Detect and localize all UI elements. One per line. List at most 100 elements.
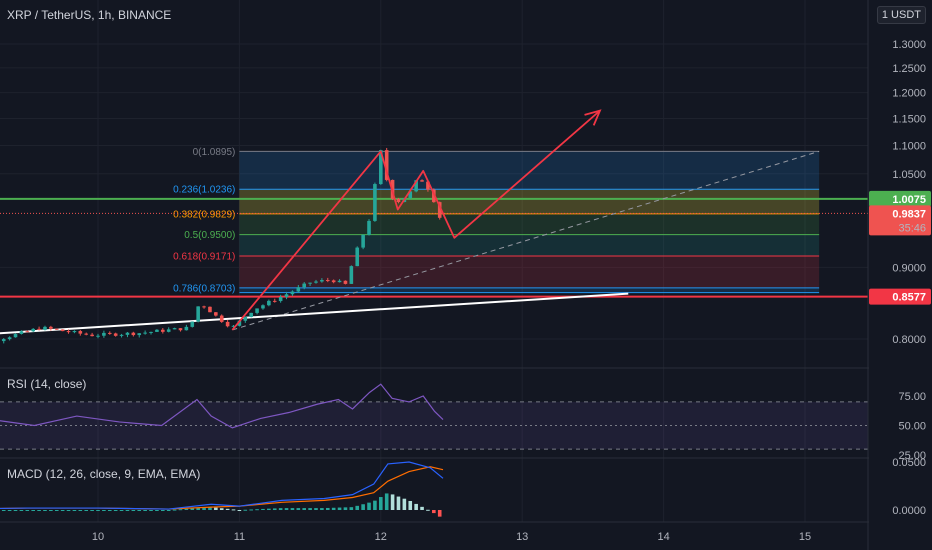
macd-histogram-bar: [249, 509, 253, 511]
macd-histogram-bar: [426, 509, 430, 511]
arrow-path-drawing[interactable]: [231, 109, 601, 331]
candle-body: [432, 189, 436, 203]
macd-histogram-bar: [379, 497, 383, 510]
candle-body: [214, 312, 218, 316]
macd-histogram-bar: [161, 510, 165, 511]
candle-body: [320, 280, 324, 282]
candle-body: [302, 283, 307, 288]
candle-body: [296, 287, 301, 292]
macd-histogram-bar: [325, 507, 330, 510]
currency-badge[interactable]: 1 USDT: [876, 6, 926, 24]
macd-histogram-bar: [320, 508, 324, 510]
macd-histogram-bar: [396, 496, 401, 510]
candle-body: [426, 181, 430, 190]
price-tick-label: 0.9000: [892, 262, 926, 274]
candle-body: [361, 234, 365, 248]
macd-histogram-bar: [420, 506, 424, 510]
level-price-tag-text: 1.0075: [892, 194, 926, 206]
macd-histogram-bar: [54, 510, 59, 511]
candle-body: [49, 326, 53, 329]
current-price-tag-text: 0.9837: [892, 208, 926, 220]
macd-histogram-bar: [272, 508, 277, 510]
symbol-title[interactable]: XRP / TetherUS, 1h, BINANCE: [7, 8, 172, 22]
time-tick-label: 15: [799, 531, 811, 543]
macd-histogram-bar: [355, 505, 360, 510]
macd-histogram-bar: [255, 509, 259, 511]
fib-level-label: 0(1.0895): [193, 147, 236, 158]
candle-body: [379, 150, 383, 185]
fib-level-label: 0.236(1.0236): [173, 185, 235, 196]
candle-body: [84, 333, 89, 335]
rsi-pane: [0, 383, 868, 450]
candle-body: [184, 326, 189, 331]
candle-body: [261, 305, 265, 309]
macd-histogram-bar: [225, 508, 230, 510]
macd-title[interactable]: MACD (12, 26, close, 9, EMA, EMA): [7, 467, 201, 481]
candle-body: [78, 331, 83, 334]
time-tick-label: 14: [657, 531, 669, 543]
candle-body: [19, 331, 24, 334]
macd-histogram-bar: [261, 508, 265, 510]
macd-histogram-bar: [7, 510, 12, 511]
fib-level-label: 0.5(0.9500): [184, 230, 235, 241]
macd-histogram-bar: [131, 510, 136, 511]
fib-zone: [239, 213, 820, 235]
macd-histogram-bar: [143, 510, 147, 511]
candle-body: [237, 320, 242, 326]
fib-zone: [239, 234, 820, 256]
macd-histogram-bar: [231, 509, 236, 511]
macd-histogram-bar: [402, 498, 407, 510]
macd-histogram-bar: [172, 509, 177, 511]
candle-body: [225, 321, 230, 327]
macd-histogram-bar: [384, 493, 389, 510]
macd-histogram-bar: [137, 510, 142, 511]
candle-body: [125, 332, 130, 335]
macd-histogram-bar: [296, 508, 301, 510]
candle-body: [90, 334, 94, 337]
fibonacci-retracement[interactable]: 0(1.0895) 0.236(1.0236) 0.382(0.9829) 0.5(0…: [173, 147, 820, 294]
level-price-tag-text: 0.8577: [892, 292, 926, 304]
time-tick-label: 10: [92, 531, 104, 543]
candle-body: [113, 333, 118, 336]
macd-histogram-bar: [267, 508, 271, 510]
candle-body: [414, 180, 418, 192]
level-price-tag: [869, 190, 931, 207]
macd-histogram-bar: [13, 510, 18, 511]
support-trend-line[interactable]: [0, 292, 629, 336]
macd-histogram-bar: [308, 508, 312, 510]
price-tick-label: 1.1000: [892, 141, 926, 153]
candle-body: [202, 306, 206, 308]
fib-level-label: 0.786(0.8703): [173, 283, 235, 294]
candle-body: [66, 331, 71, 333]
arrow-head[interactable]: [584, 109, 602, 126]
price-axis-background[interactable]: [869, 0, 932, 550]
macd-histogram-bar: [102, 510, 106, 511]
candle-body: [249, 312, 253, 317]
price-axis[interactable]: 1.3000 1.2500 1.2000 1.1500 1.1000 1.0500 0.90…: [869, 0, 932, 550]
candle-body: [166, 329, 171, 332]
time-axis[interactable]: 10 11 12 13 14 15: [92, 531, 811, 543]
macd-histogram-bar: [343, 507, 348, 510]
macd-histogram-bar: [84, 510, 89, 511]
macd-histogram-bar: [125, 510, 130, 511]
time-tick-label: 12: [375, 531, 387, 543]
candle-body: [96, 335, 100, 337]
candle-body: [13, 333, 18, 338]
macd-histogram-bar: [107, 510, 112, 511]
current-price-tag: [869, 205, 931, 236]
trend-drawings-back[interactable]: [0, 150, 820, 336]
macd-histogram-bar: [314, 508, 318, 510]
price-tick-label: 1.3000: [892, 39, 926, 51]
macd-histogram-bar: [90, 510, 94, 511]
macd-histogram-bar: [331, 507, 336, 510]
rsi-tick-label: 50.00: [898, 421, 926, 433]
macd-histogram-bar: [361, 504, 365, 510]
candle-body: [7, 337, 12, 340]
dashed-trend-line[interactable]: [232, 150, 820, 331]
macd-histogram-bar: [1, 510, 6, 511]
rsi-title[interactable]: RSI (14, close): [7, 377, 87, 391]
candle-body: [355, 247, 360, 267]
trend-drawings-front[interactable]: [231, 109, 602, 331]
